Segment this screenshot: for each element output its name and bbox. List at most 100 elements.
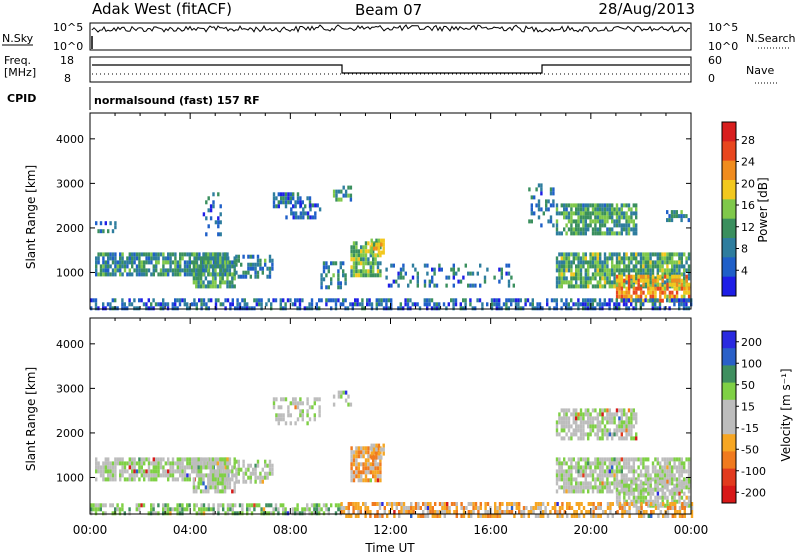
echo-cell	[668, 268, 671, 273]
echo-cell	[601, 408, 604, 413]
echo-cell	[587, 211, 590, 216]
echo-cell	[582, 211, 585, 216]
echo-cell	[560, 485, 563, 490]
echo-cell	[632, 284, 635, 289]
echo-cell	[452, 306, 455, 311]
echo-cell	[95, 268, 98, 273]
echo-cell	[357, 478, 360, 483]
echo-cell	[638, 506, 641, 510]
echo-cell	[207, 489, 210, 494]
echo-cell	[615, 282, 619, 287]
echo-cell	[635, 252, 638, 257]
echo-cell	[662, 502, 665, 506]
echo-cell	[666, 465, 669, 470]
echo-cell	[222, 302, 225, 307]
echo-cell	[128, 302, 131, 307]
echo-cell	[627, 306, 630, 311]
echo-cell	[644, 272, 647, 277]
echo-cell	[286, 511, 290, 516]
echo-cell	[250, 511, 254, 516]
echo-cell	[94, 298, 98, 303]
echo-cell	[188, 268, 191, 273]
echo-cell	[131, 260, 134, 265]
echo-cell	[680, 214, 683, 219]
echo-cell	[606, 416, 609, 421]
echo-cell	[577, 223, 580, 228]
echo-cell	[364, 273, 368, 278]
echo-cell	[337, 273, 340, 278]
echo-cell	[661, 473, 664, 478]
echo-cell	[673, 268, 676, 273]
echo-cell	[494, 514, 497, 518]
echo-cell	[666, 499, 669, 504]
echo-cell	[249, 463, 252, 468]
echo-cell	[376, 510, 379, 514]
echo-cell	[639, 274, 643, 279]
echo-cell	[382, 447, 385, 452]
echo-cell	[340, 394, 343, 399]
echo-cell	[123, 260, 127, 265]
echo-cell	[279, 306, 282, 311]
echo-cell	[244, 479, 248, 484]
echo-cell	[441, 510, 444, 514]
echo-cell	[560, 203, 563, 208]
echo-cell	[318, 413, 321, 418]
echo-cell	[193, 507, 196, 512]
echo-cell	[195, 256, 198, 261]
echo-cell	[615, 483, 619, 488]
echo-cell	[610, 298, 614, 303]
echo-cell	[639, 268, 643, 273]
echo-cell	[147, 256, 151, 261]
echo-cell	[532, 506, 535, 510]
echo-cell	[383, 510, 386, 514]
echo-cell	[199, 276, 203, 281]
echo-cell	[467, 283, 470, 288]
echo-cell	[378, 506, 382, 510]
echo-cell	[375, 298, 378, 303]
colorbar-tick-label: 200	[741, 336, 762, 349]
echo-cell	[630, 274, 633, 279]
echo-cell	[214, 457, 217, 462]
echo-cell	[357, 462, 360, 467]
echo-cell	[632, 231, 635, 236]
echo-cell	[582, 256, 585, 261]
echo-cell	[346, 306, 350, 311]
echo-cell	[254, 463, 257, 468]
echo-cell	[632, 473, 635, 478]
echo-cell	[649, 260, 652, 265]
echo-cell	[237, 463, 240, 468]
echo-cell	[169, 507, 172, 512]
echo-cell	[582, 223, 585, 228]
echo-cell	[630, 408, 633, 413]
echo-cell	[563, 227, 566, 232]
echo-cell	[109, 469, 112, 474]
echo-cell	[367, 273, 370, 278]
echo-cell	[570, 276, 573, 281]
colorbar-swatch	[722, 434, 736, 452]
echo-cell	[277, 417, 280, 422]
echo-cell	[584, 477, 587, 482]
velocity-echo-cells	[90, 390, 694, 518]
echo-cell	[448, 510, 451, 514]
echo-cell	[642, 290, 645, 295]
echo-cell	[104, 457, 107, 462]
echo-cell	[174, 272, 177, 277]
echo-cell	[272, 200, 276, 205]
echo-cell	[191, 461, 194, 466]
echo-cell	[140, 298, 143, 303]
echo-cell	[216, 485, 220, 490]
echo-cell	[352, 269, 356, 274]
echo-cell	[128, 461, 131, 466]
echo-cell	[217, 232, 220, 237]
echo-cell	[350, 257, 353, 262]
echo-cell	[226, 298, 230, 303]
echo-cell	[678, 465, 681, 470]
echo-cell	[416, 283, 419, 288]
echo-cell	[632, 290, 636, 295]
echo-cell	[632, 487, 636, 492]
echo-cell	[666, 210, 669, 215]
echo-cell	[570, 489, 573, 494]
echo-cell	[477, 510, 480, 514]
echo-cell	[207, 284, 210, 289]
echo-cell	[423, 279, 427, 284]
